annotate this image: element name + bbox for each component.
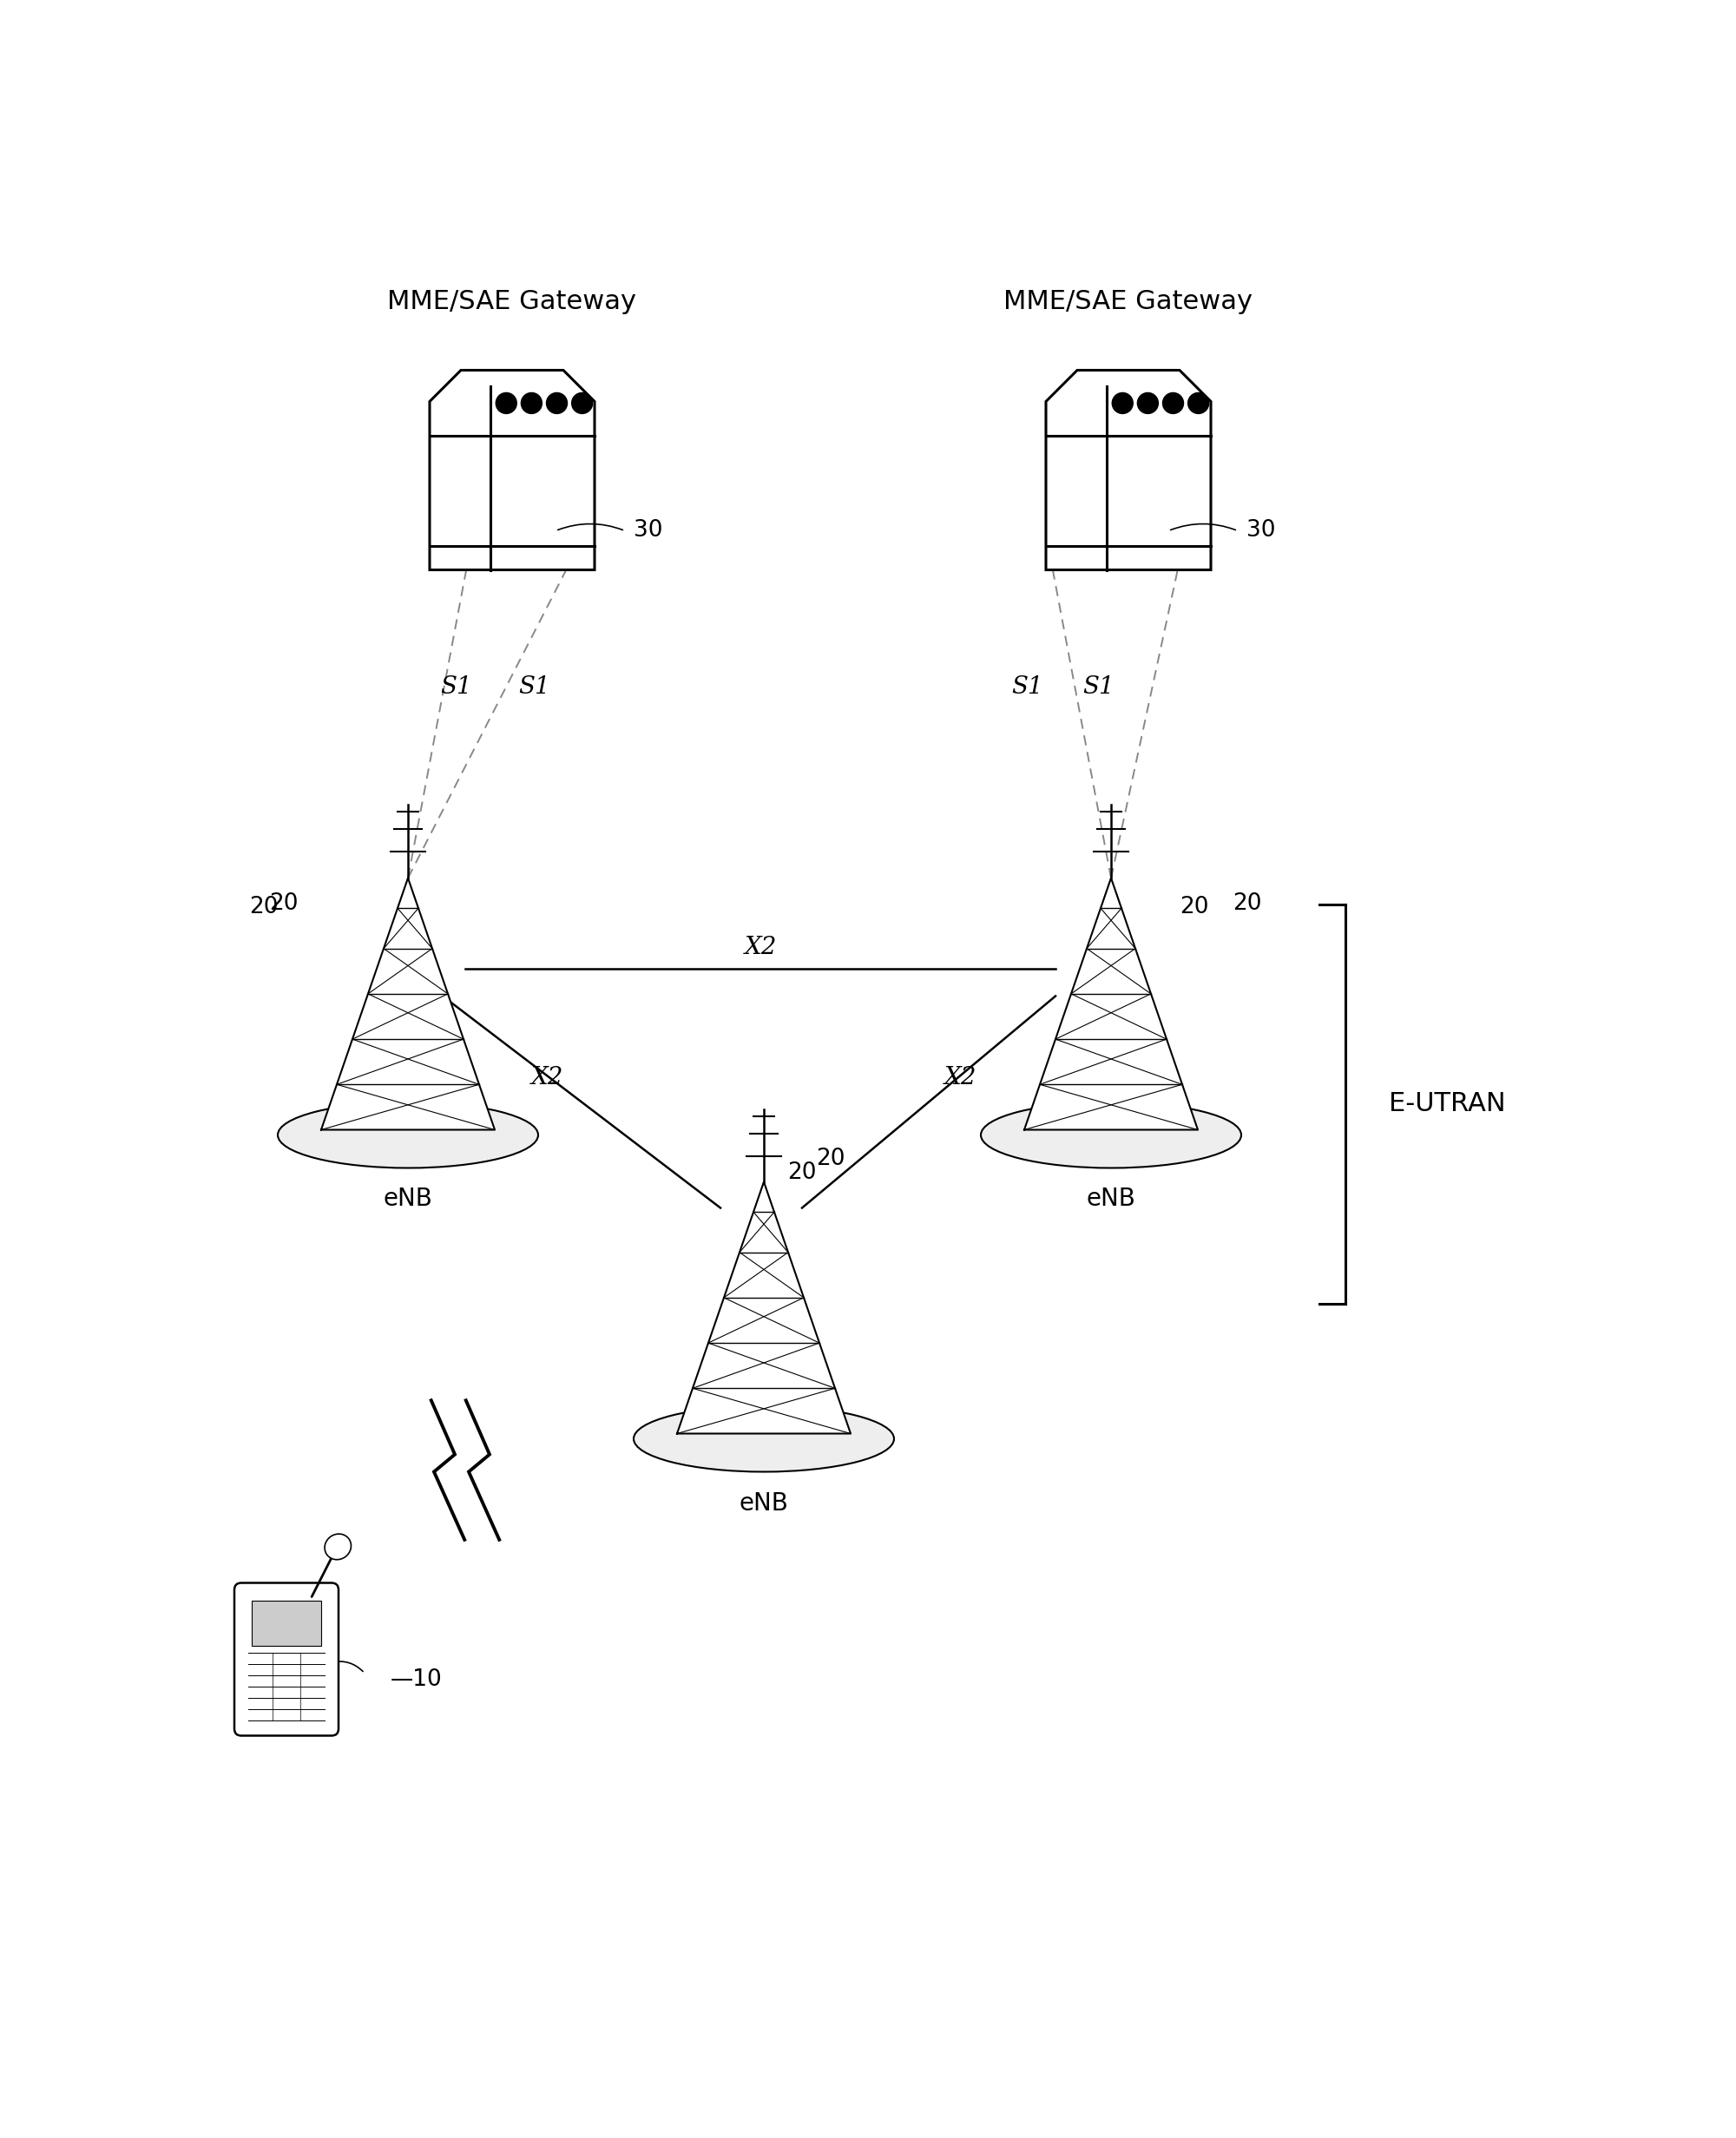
Circle shape [1187, 393, 1208, 413]
Text: 20: 20 [816, 1148, 845, 1172]
Text: eNB: eNB [740, 1490, 788, 1516]
FancyBboxPatch shape [234, 1582, 339, 1736]
Text: S1: S1 [441, 676, 472, 699]
Circle shape [571, 393, 592, 413]
Text: E-UTRAN: E-UTRAN [1389, 1090, 1505, 1116]
Text: 20: 20 [1180, 896, 1208, 919]
Text: 30: 30 [634, 520, 663, 543]
Text: X2: X2 [944, 1067, 976, 1090]
FancyBboxPatch shape [252, 1601, 321, 1646]
Ellipse shape [278, 1101, 538, 1167]
Text: MME/SAE Gateway: MME/SAE Gateway [387, 289, 637, 314]
Circle shape [521, 393, 542, 413]
Circle shape [496, 393, 517, 413]
Ellipse shape [634, 1407, 894, 1471]
Polygon shape [321, 879, 495, 1129]
Circle shape [1163, 393, 1184, 413]
Text: MME/SAE Gateway: MME/SAE Gateway [1003, 289, 1253, 314]
Circle shape [547, 393, 568, 413]
Polygon shape [677, 1182, 851, 1435]
Text: eNB: eNB [384, 1187, 432, 1212]
Circle shape [1137, 393, 1158, 413]
Text: X2: X2 [745, 936, 776, 960]
Circle shape [1113, 393, 1134, 413]
Text: S1: S1 [1083, 676, 1115, 699]
Text: 20: 20 [788, 1161, 816, 1184]
Text: X2: X2 [531, 1067, 562, 1090]
Polygon shape [1024, 879, 1198, 1129]
Text: 20: 20 [250, 896, 278, 919]
Text: S1: S1 [1012, 676, 1043, 699]
Ellipse shape [981, 1101, 1241, 1167]
Text: 20: 20 [1233, 894, 1262, 915]
Polygon shape [431, 370, 594, 571]
Polygon shape [1045, 370, 1212, 571]
Text: 30: 30 [1246, 520, 1276, 543]
Text: eNB: eNB [1087, 1187, 1135, 1212]
Text: —10: —10 [391, 1670, 443, 1691]
Text: 20: 20 [269, 894, 299, 915]
Ellipse shape [325, 1533, 351, 1559]
Text: S1: S1 [519, 676, 550, 699]
